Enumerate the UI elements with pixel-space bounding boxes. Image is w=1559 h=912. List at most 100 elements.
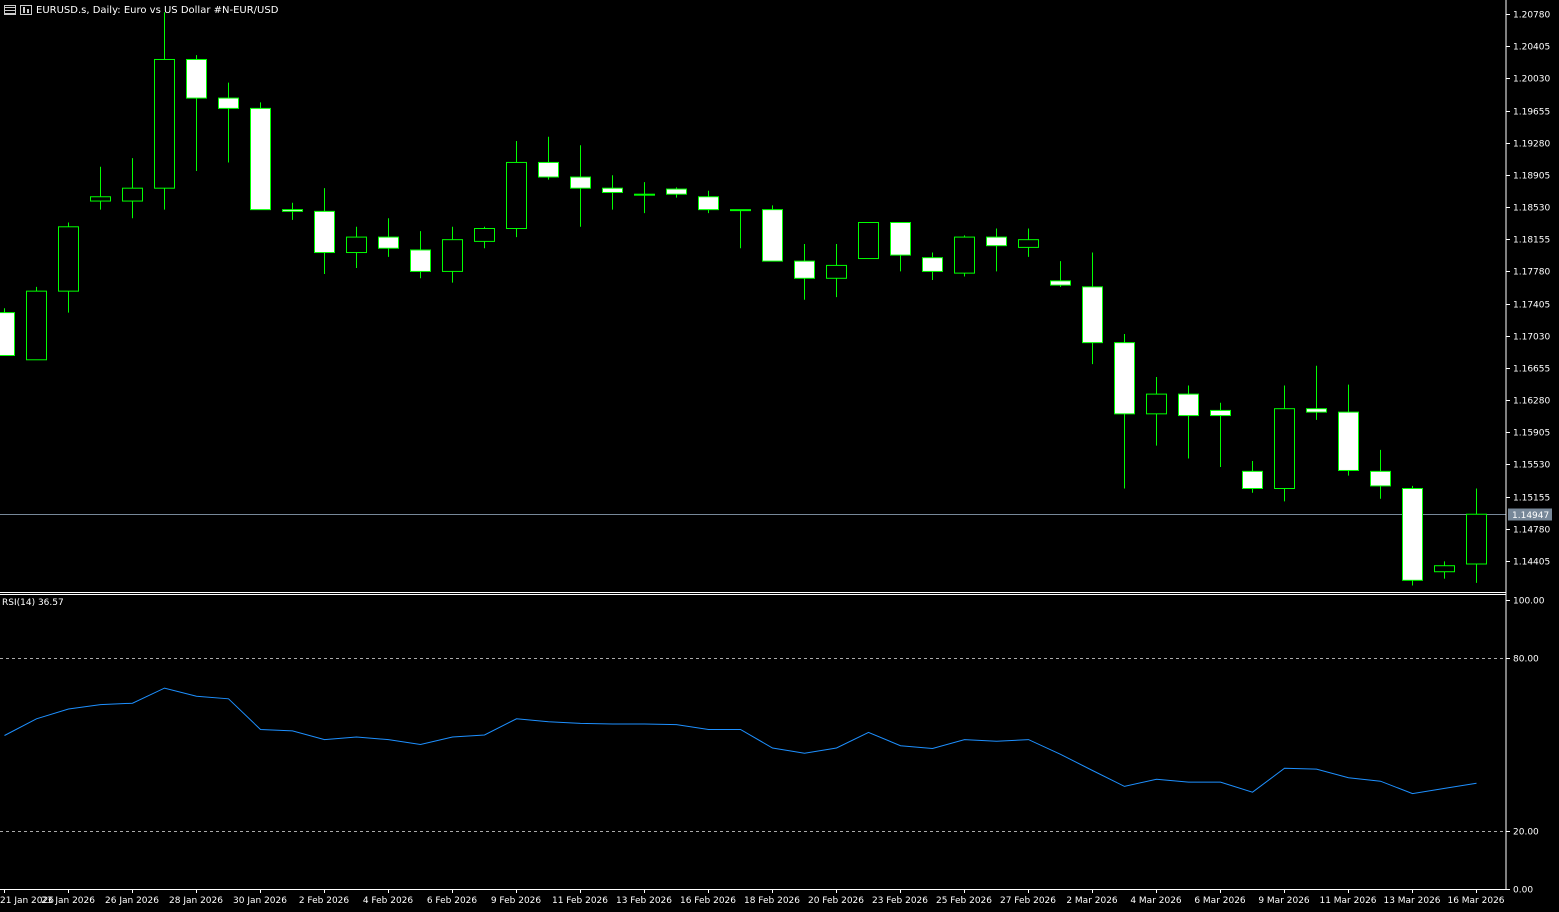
candle[interactable]	[698, 190, 719, 214]
candle[interactable]	[410, 231, 431, 279]
candle[interactable]	[1306, 365, 1327, 420]
time-tick-label: 23 Feb 2026	[872, 896, 928, 906]
time-tick-label: 30 Jan 2026	[233, 896, 287, 906]
candle[interactable]	[58, 222, 79, 313]
rsi-pane[interactable]	[0, 658, 1506, 832]
candle[interactable]	[1434, 561, 1455, 579]
candle[interactable]	[986, 228, 1007, 272]
price-tick-label: 1.16280	[1513, 397, 1550, 407]
candle[interactable]	[762, 205, 783, 262]
time-tick-label: 11 Feb 2026	[552, 896, 608, 906]
price-tick-label: 1.15155	[1513, 494, 1550, 504]
candle[interactable]	[730, 209, 751, 249]
candle[interactable]	[186, 55, 207, 172]
rsi-tick-label: 100.00	[1513, 597, 1545, 607]
candle-body-bullish	[122, 187, 143, 202]
candle[interactable]	[666, 187, 687, 198]
candle[interactable]	[1242, 461, 1263, 493]
time-tick-label: 20 Feb 2026	[808, 896, 864, 906]
candle[interactable]	[1210, 402, 1231, 468]
time-tick-label: 28 Jan 2026	[169, 896, 223, 906]
candle-body-bullish	[1274, 408, 1295, 489]
chart-grid-icon[interactable]	[4, 5, 16, 15]
candle[interactable]	[954, 235, 975, 277]
candle-body-bullish	[1018, 239, 1039, 248]
time-tick-label: 25 Feb 2026	[936, 896, 992, 906]
candle-body-bearish	[698, 196, 719, 211]
price-tick-label: 1.18530	[1513, 204, 1550, 214]
price-tick-label: 1.18905	[1513, 172, 1550, 182]
candle-body-bearish	[250, 107, 271, 211]
candle[interactable]	[1402, 485, 1423, 586]
candle[interactable]	[1050, 261, 1071, 287]
price-tick-label: 1.17405	[1513, 301, 1550, 311]
candle[interactable]	[250, 102, 271, 211]
candle[interactable]	[826, 243, 847, 298]
candle[interactable]	[90, 166, 111, 210]
candle-body-bullish	[1466, 513, 1487, 565]
candle[interactable]	[0, 308, 15, 356]
candle[interactable]	[314, 188, 335, 274]
candle[interactable]	[122, 158, 143, 219]
candle-body-bearish	[1242, 470, 1263, 489]
candle[interactable]	[378, 218, 399, 257]
candle[interactable]	[1082, 252, 1103, 365]
candle-body-bearish	[794, 260, 815, 279]
time-tick-label: 13 Mar 2026	[1383, 896, 1440, 906]
time-tick-label: 4 Feb 2026	[363, 896, 414, 906]
time-tick-label: 11 Mar 2026	[1319, 896, 1376, 906]
candle[interactable]	[634, 182, 655, 214]
price-pane[interactable]	[0, 12, 1506, 586]
price-tick-label: 1.15905	[1513, 429, 1550, 439]
candle[interactable]	[26, 286, 47, 361]
candle-body-bullish	[954, 236, 975, 274]
rsi-label: RSI(14) 36.57	[2, 598, 64, 608]
time-tick-label: 6 Mar 2026	[1194, 896, 1246, 906]
candle-body-bullish	[474, 228, 495, 242]
candle[interactable]	[346, 226, 367, 268]
chart-bars-icon[interactable]	[20, 5, 32, 15]
candle-body-bearish	[538, 161, 559, 178]
time-tick-label: 26 Jan 2026	[105, 896, 159, 906]
candle[interactable]	[1146, 376, 1167, 446]
candle[interactable]	[1338, 384, 1359, 476]
candle[interactable]	[570, 145, 591, 227]
candle[interactable]	[442, 226, 463, 283]
candle[interactable]	[506, 140, 527, 238]
bid-price-badge	[1508, 508, 1552, 521]
price-tick-label: 1.20030	[1513, 75, 1550, 85]
price-tick-label: 1.14780	[1513, 526, 1550, 536]
candle[interactable]	[282, 202, 303, 220]
candle-body-bullish	[1434, 565, 1455, 573]
candle[interactable]	[602, 175, 623, 210]
candle-body-bearish	[1338, 411, 1359, 471]
candle[interactable]	[922, 252, 943, 280]
candle-body-bearish	[1082, 286, 1103, 344]
candle[interactable]	[218, 82, 239, 163]
chart-title-bar: EURUSD.s, Daily: Euro vs US Dollar #N-EU…	[4, 3, 278, 17]
candle[interactable]	[858, 222, 879, 260]
candle[interactable]	[154, 12, 175, 210]
candle-body-bearish	[1402, 487, 1423, 581]
candle[interactable]	[890, 222, 911, 272]
candle-body-bearish	[1306, 408, 1327, 413]
time-tick-label: 6 Feb 2026	[427, 896, 478, 906]
candle[interactable]	[1018, 228, 1039, 257]
rsi-tick-label: 20.00	[1513, 828, 1539, 838]
candle-body-bearish	[1050, 280, 1071, 286]
candle[interactable]	[538, 136, 559, 180]
candle[interactable]	[1114, 334, 1135, 489]
price-tick-label: 1.15530	[1513, 461, 1550, 471]
candle[interactable]	[794, 243, 815, 300]
candle[interactable]	[1466, 488, 1487, 583]
candle[interactable]	[474, 226, 495, 249]
price-tick-label: 1.16655	[1513, 365, 1550, 375]
candle[interactable]	[1178, 385, 1199, 459]
time-tick-label: 13 Feb 2026	[616, 896, 672, 906]
candle-body-bearish	[666, 188, 687, 195]
candle-body-bullish	[346, 236, 367, 254]
candle[interactable]	[1274, 385, 1295, 502]
candle[interactable]	[1370, 449, 1391, 499]
